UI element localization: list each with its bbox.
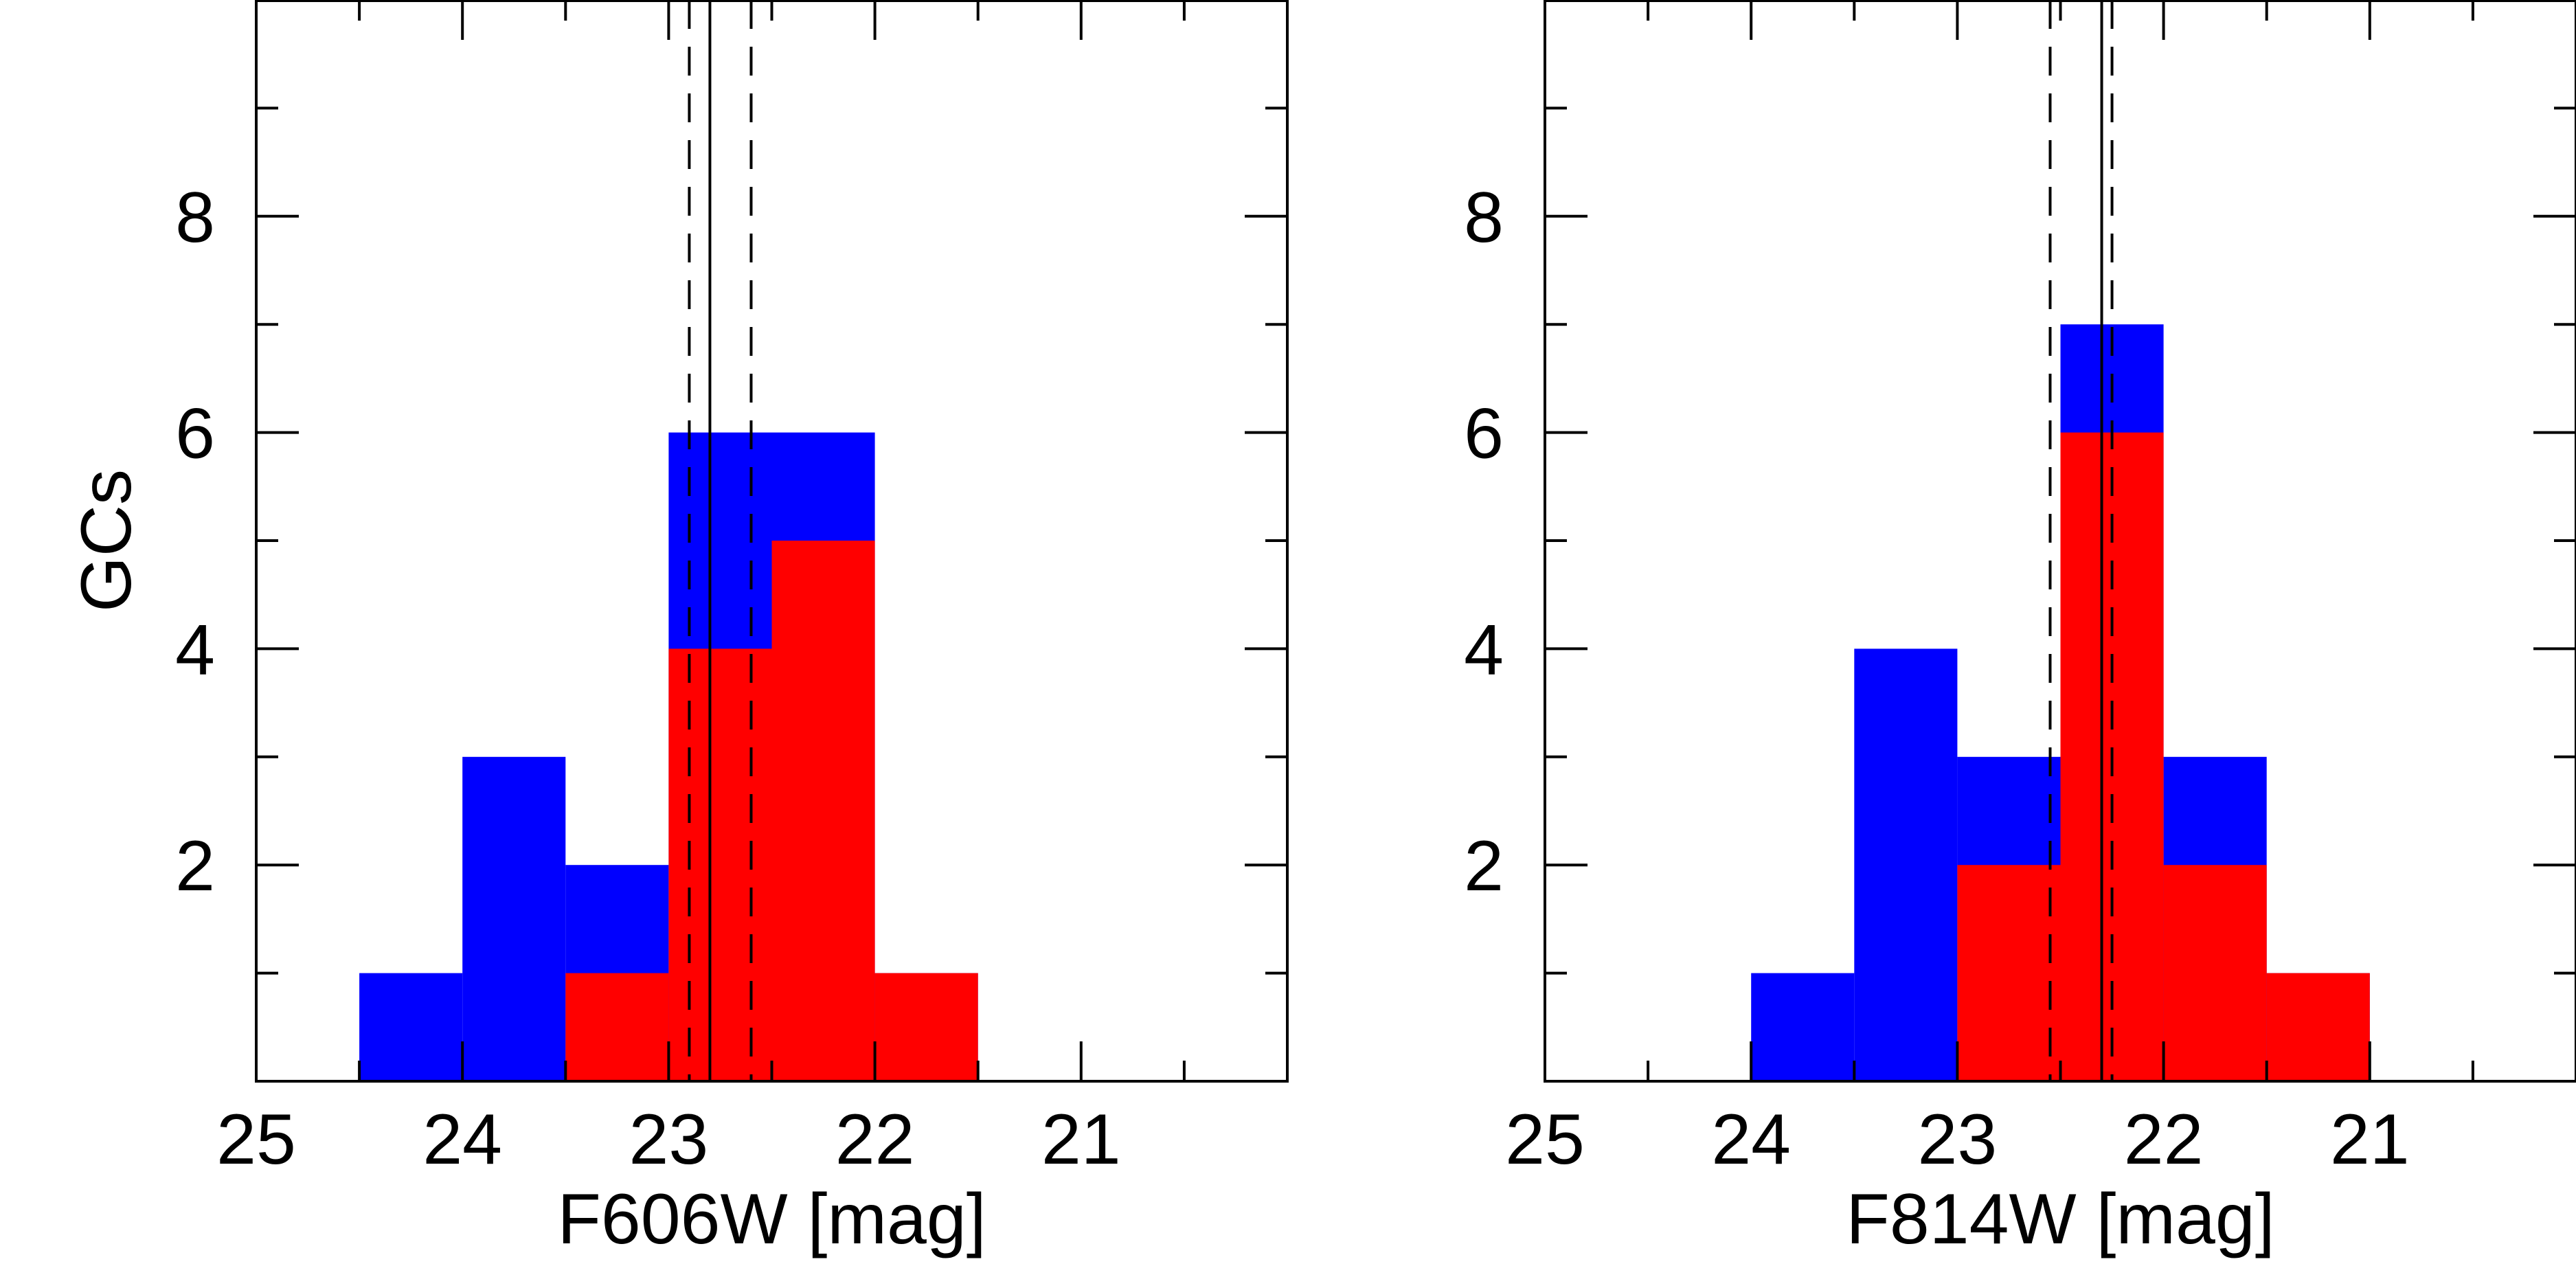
y-tick-label: 2 — [175, 826, 215, 906]
histogram-bar — [2266, 973, 2370, 1081]
y-tick-label: 6 — [1464, 394, 1504, 474]
y-tick-label: 8 — [1464, 178, 1504, 258]
x-tick-label: 21 — [2330, 1100, 2410, 1179]
x-tick-label: 23 — [1918, 1100, 1998, 1179]
histogram-bar — [462, 756, 566, 1081]
histogram-bar — [668, 648, 772, 1081]
x-tick-label: 22 — [835, 1100, 915, 1179]
x-tick-label: 21 — [1041, 1100, 1121, 1179]
histogram-bar — [359, 973, 463, 1081]
y-tick-label: 6 — [175, 394, 215, 474]
x-axis-label: F606W [mag] — [557, 1179, 986, 1259]
histogram-bar — [2163, 865, 2267, 1081]
x-tick-label: 24 — [1711, 1100, 1791, 1179]
y-axis-label: GCs — [67, 469, 146, 612]
x-tick-label: 22 — [2124, 1100, 2204, 1179]
histogram-bar — [565, 973, 669, 1081]
x-tick-label: 24 — [422, 1100, 502, 1179]
histogram-bar — [1751, 973, 1855, 1081]
x-axis-label: F814W [mag] — [1846, 1179, 2274, 1259]
histogram-bar — [874, 973, 978, 1081]
y-tick-label: 4 — [1464, 610, 1504, 690]
histogram-bar — [1854, 648, 1958, 1081]
y-tick-label: 8 — [175, 178, 215, 258]
histogram-bar — [1957, 865, 2061, 1081]
y-tick-label: 4 — [175, 610, 215, 690]
x-tick-label: 23 — [629, 1100, 709, 1179]
x-tick-label: 25 — [1505, 1100, 1585, 1179]
histogram-bar — [771, 541, 875, 1081]
x-tick-label: 25 — [216, 1100, 296, 1179]
y-tick-label: 2 — [1464, 826, 1504, 906]
